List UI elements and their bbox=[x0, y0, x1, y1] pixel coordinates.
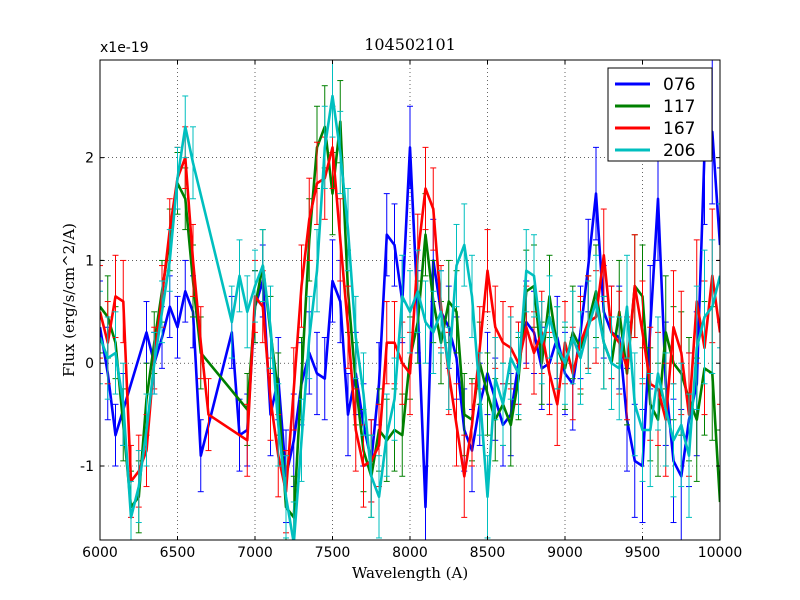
legend-label-206: 206 bbox=[663, 141, 695, 161]
x-tick-label: 9000 bbox=[547, 545, 583, 561]
y-tick-label: 1 bbox=[85, 253, 94, 269]
chart-title: 104502101 bbox=[364, 35, 456, 54]
legend-label-167: 167 bbox=[663, 119, 695, 139]
series-layer bbox=[100, 60, 720, 540]
x-axis-label: Wavelength (A) bbox=[352, 564, 468, 582]
axis-ticks: 6000 6500 7000 7500 8000 8500 9000 9500 10000 -1 0… bbox=[80, 60, 742, 561]
series-206 bbox=[100, 60, 720, 540]
y-tick-label: -1 bbox=[80, 459, 94, 475]
legend-box bbox=[607, 67, 713, 162]
x-tick-label: 7000 bbox=[237, 545, 273, 561]
x-tick-label: 8000 bbox=[392, 545, 428, 561]
series-line-206 bbox=[100, 94, 720, 540]
x-tick-label: 9500 bbox=[625, 545, 661, 561]
legend-label-076: 076 bbox=[663, 75, 695, 95]
y-tick-label: 0 bbox=[85, 356, 94, 372]
legend-label-117: 117 bbox=[663, 97, 695, 117]
y-axis-label: Flux (erg/s/cm^2/A) bbox=[60, 223, 78, 377]
y-tick-label: 2 bbox=[85, 151, 94, 167]
series-line-076 bbox=[100, 130, 720, 509]
x-tick-label: 8500 bbox=[470, 545, 506, 561]
x-tick-label: 6500 bbox=[160, 545, 196, 561]
y-multiplier-label: x1e-19 bbox=[100, 40, 149, 56]
x-tick-label: 10000 bbox=[698, 545, 743, 561]
x-tick-label: 7500 bbox=[315, 545, 351, 561]
x-tick-label: 6000 bbox=[82, 545, 118, 561]
